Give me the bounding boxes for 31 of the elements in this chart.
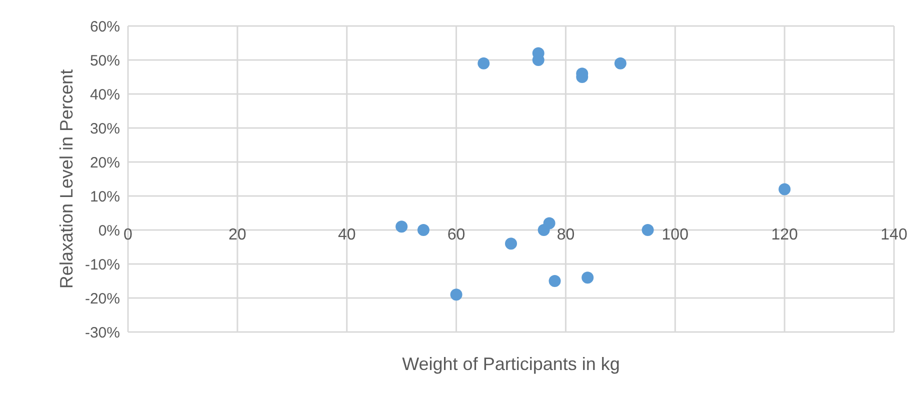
y-tick-label: 40%: [90, 86, 120, 104]
x-tick-label: 140: [880, 226, 908, 244]
x-tick-label: 40: [338, 226, 356, 244]
point: [543, 217, 556, 230]
y-tick-label: -20%: [84, 290, 120, 308]
x-tick-label: 60: [447, 226, 466, 244]
y-tick-label: 20%: [90, 154, 120, 172]
x-tick-label: 120: [771, 226, 798, 244]
y-tick-label: -10%: [84, 256, 120, 274]
y-tick-label: 60%: [90, 18, 120, 36]
point: [478, 57, 490, 70]
y-tick-label: -30%: [84, 324, 120, 342]
point: [417, 224, 430, 236]
x-tick-label: 100: [662, 226, 689, 244]
x-tick-label: 80: [556, 226, 575, 244]
point: [505, 238, 517, 250]
y-tick-label: 50%: [90, 52, 120, 70]
point: [614, 57, 626, 70]
point: [582, 272, 594, 284]
point: [548, 275, 561, 287]
y-tick-label: 30%: [90, 120, 120, 138]
point: [642, 224, 654, 236]
y-tick-label: 0%: [98, 222, 120, 240]
point: [450, 288, 462, 301]
x-tick-label: 0: [124, 226, 133, 244]
y-tick-label: 10%: [90, 188, 120, 206]
point: [778, 183, 791, 196]
x-tick-label: 20: [228, 226, 246, 244]
x-axis-title: Weight of Participants in kg: [402, 354, 620, 374]
y-axis-title: Relaxation Level in Percent: [56, 69, 76, 289]
point: [396, 220, 408, 233]
